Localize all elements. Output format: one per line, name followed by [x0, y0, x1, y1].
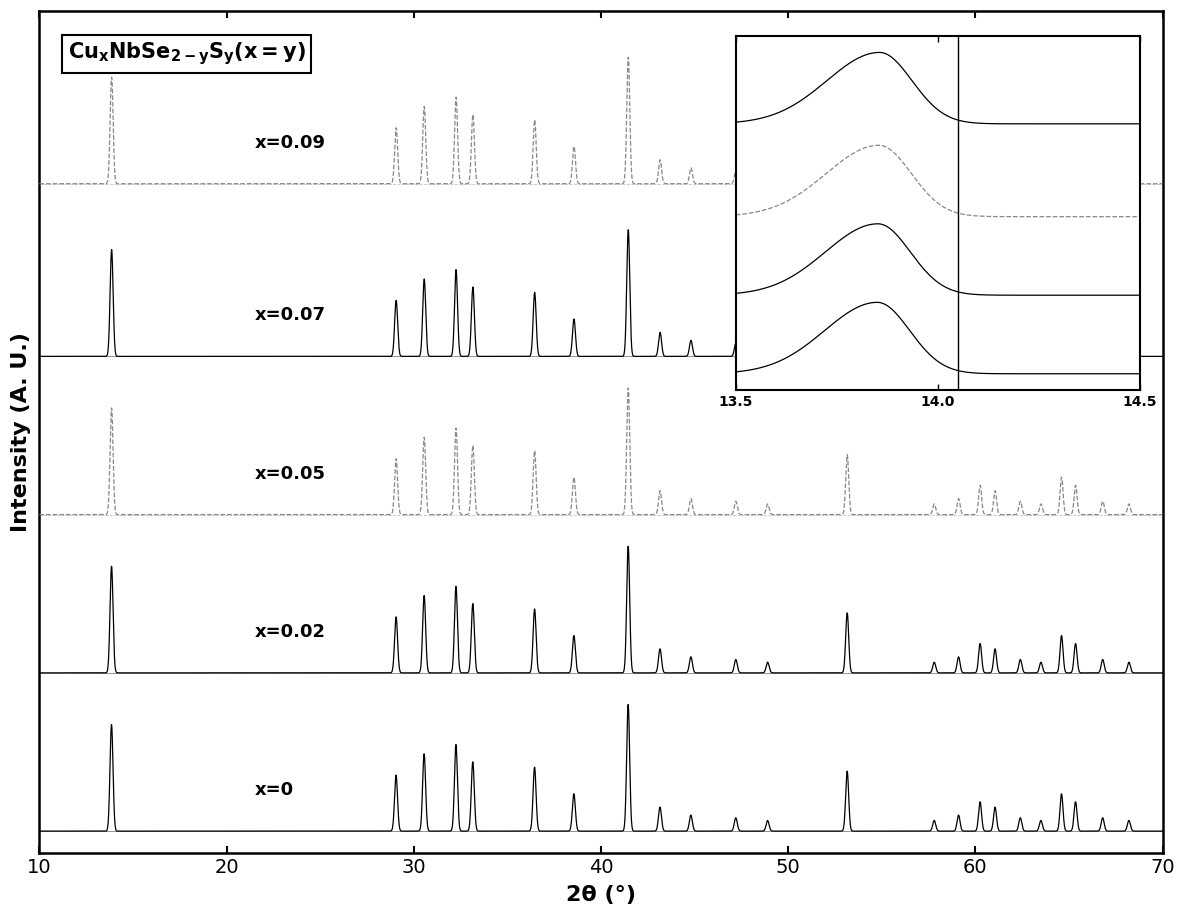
X-axis label: 2θ (°): 2θ (°)	[566, 885, 636, 905]
Text: x=0.05: x=0.05	[255, 464, 326, 483]
Text: x=0.07: x=0.07	[255, 307, 326, 324]
Y-axis label: Intensity (A. U.): Intensity (A. U.)	[11, 332, 31, 532]
Text: x=0.09: x=0.09	[255, 134, 326, 152]
Text: x=0.02: x=0.02	[255, 623, 326, 641]
Text: x=0: x=0	[255, 781, 294, 799]
Text: $\mathbf{Cu_xNbSe_{2-y}S_y(x = y)}$: $\mathbf{Cu_xNbSe_{2-y}S_y(x = y)}$	[68, 40, 305, 68]
